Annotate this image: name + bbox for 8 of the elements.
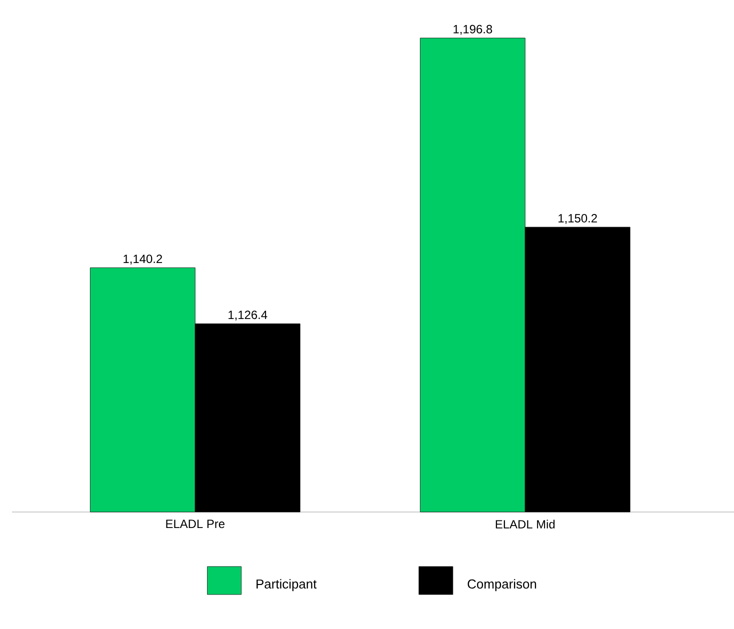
data-label: 1,140.2 <box>124 254 162 264</box>
x-tick-label: ELADL Pre <box>166 520 224 528</box>
legend-label: Comparison <box>468 579 536 592</box>
data-label: 1,196.8 <box>454 24 492 35</box>
data-label: 1,150.2 <box>558 214 597 224</box>
x-tick-label: ELADL Mid <box>496 520 555 529</box>
data-label: 1,126.4 <box>228 310 268 320</box>
legend-label: Participant <box>256 579 317 592</box>
